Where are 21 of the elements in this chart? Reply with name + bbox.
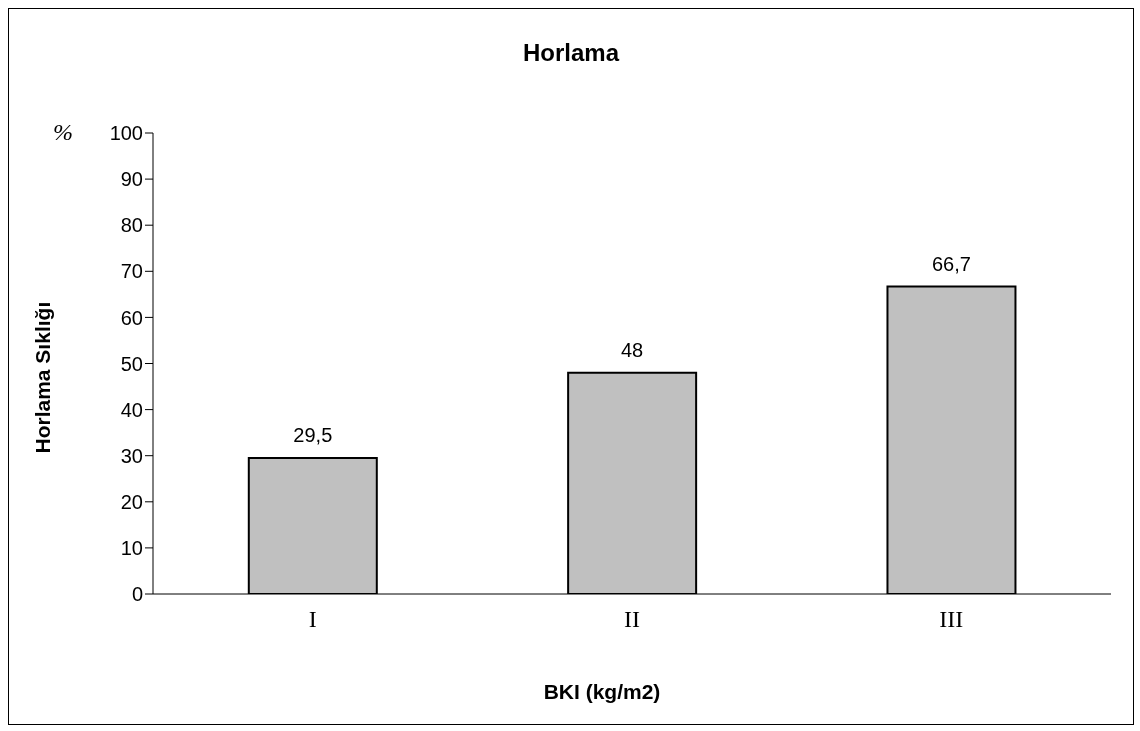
text: %	[53, 119, 73, 146]
data-label: 29,5	[293, 424, 333, 447]
data-label: 48	[621, 338, 644, 361]
chart-title: Horlama	[521, 39, 621, 67]
y-axis-title: Horlama Sıklığı	[31, 301, 55, 454]
x-axis-title: BKI (kg/m2)	[542, 680, 662, 704]
y-tick-label: 40	[120, 398, 143, 421]
y-tick-label: 100	[109, 122, 143, 145]
x-tick-label: I	[308, 606, 317, 633]
data-label: 66,7	[932, 252, 971, 275]
y-tick-label: 30	[120, 444, 143, 467]
y-tick-label: 0	[131, 583, 143, 606]
y-tick-label: 90	[120, 168, 143, 191]
x-tick-label: III	[939, 606, 964, 633]
y-tick-label: 70	[120, 260, 143, 283]
x-tick-label: II	[624, 606, 640, 633]
y-tick-label: 80	[120, 214, 143, 237]
y-tick-label: 60	[120, 306, 143, 329]
y-tick-label: 10	[120, 537, 143, 559]
y-tick-label: 50	[120, 352, 143, 375]
y-tick-label: 20	[120, 490, 143, 513]
